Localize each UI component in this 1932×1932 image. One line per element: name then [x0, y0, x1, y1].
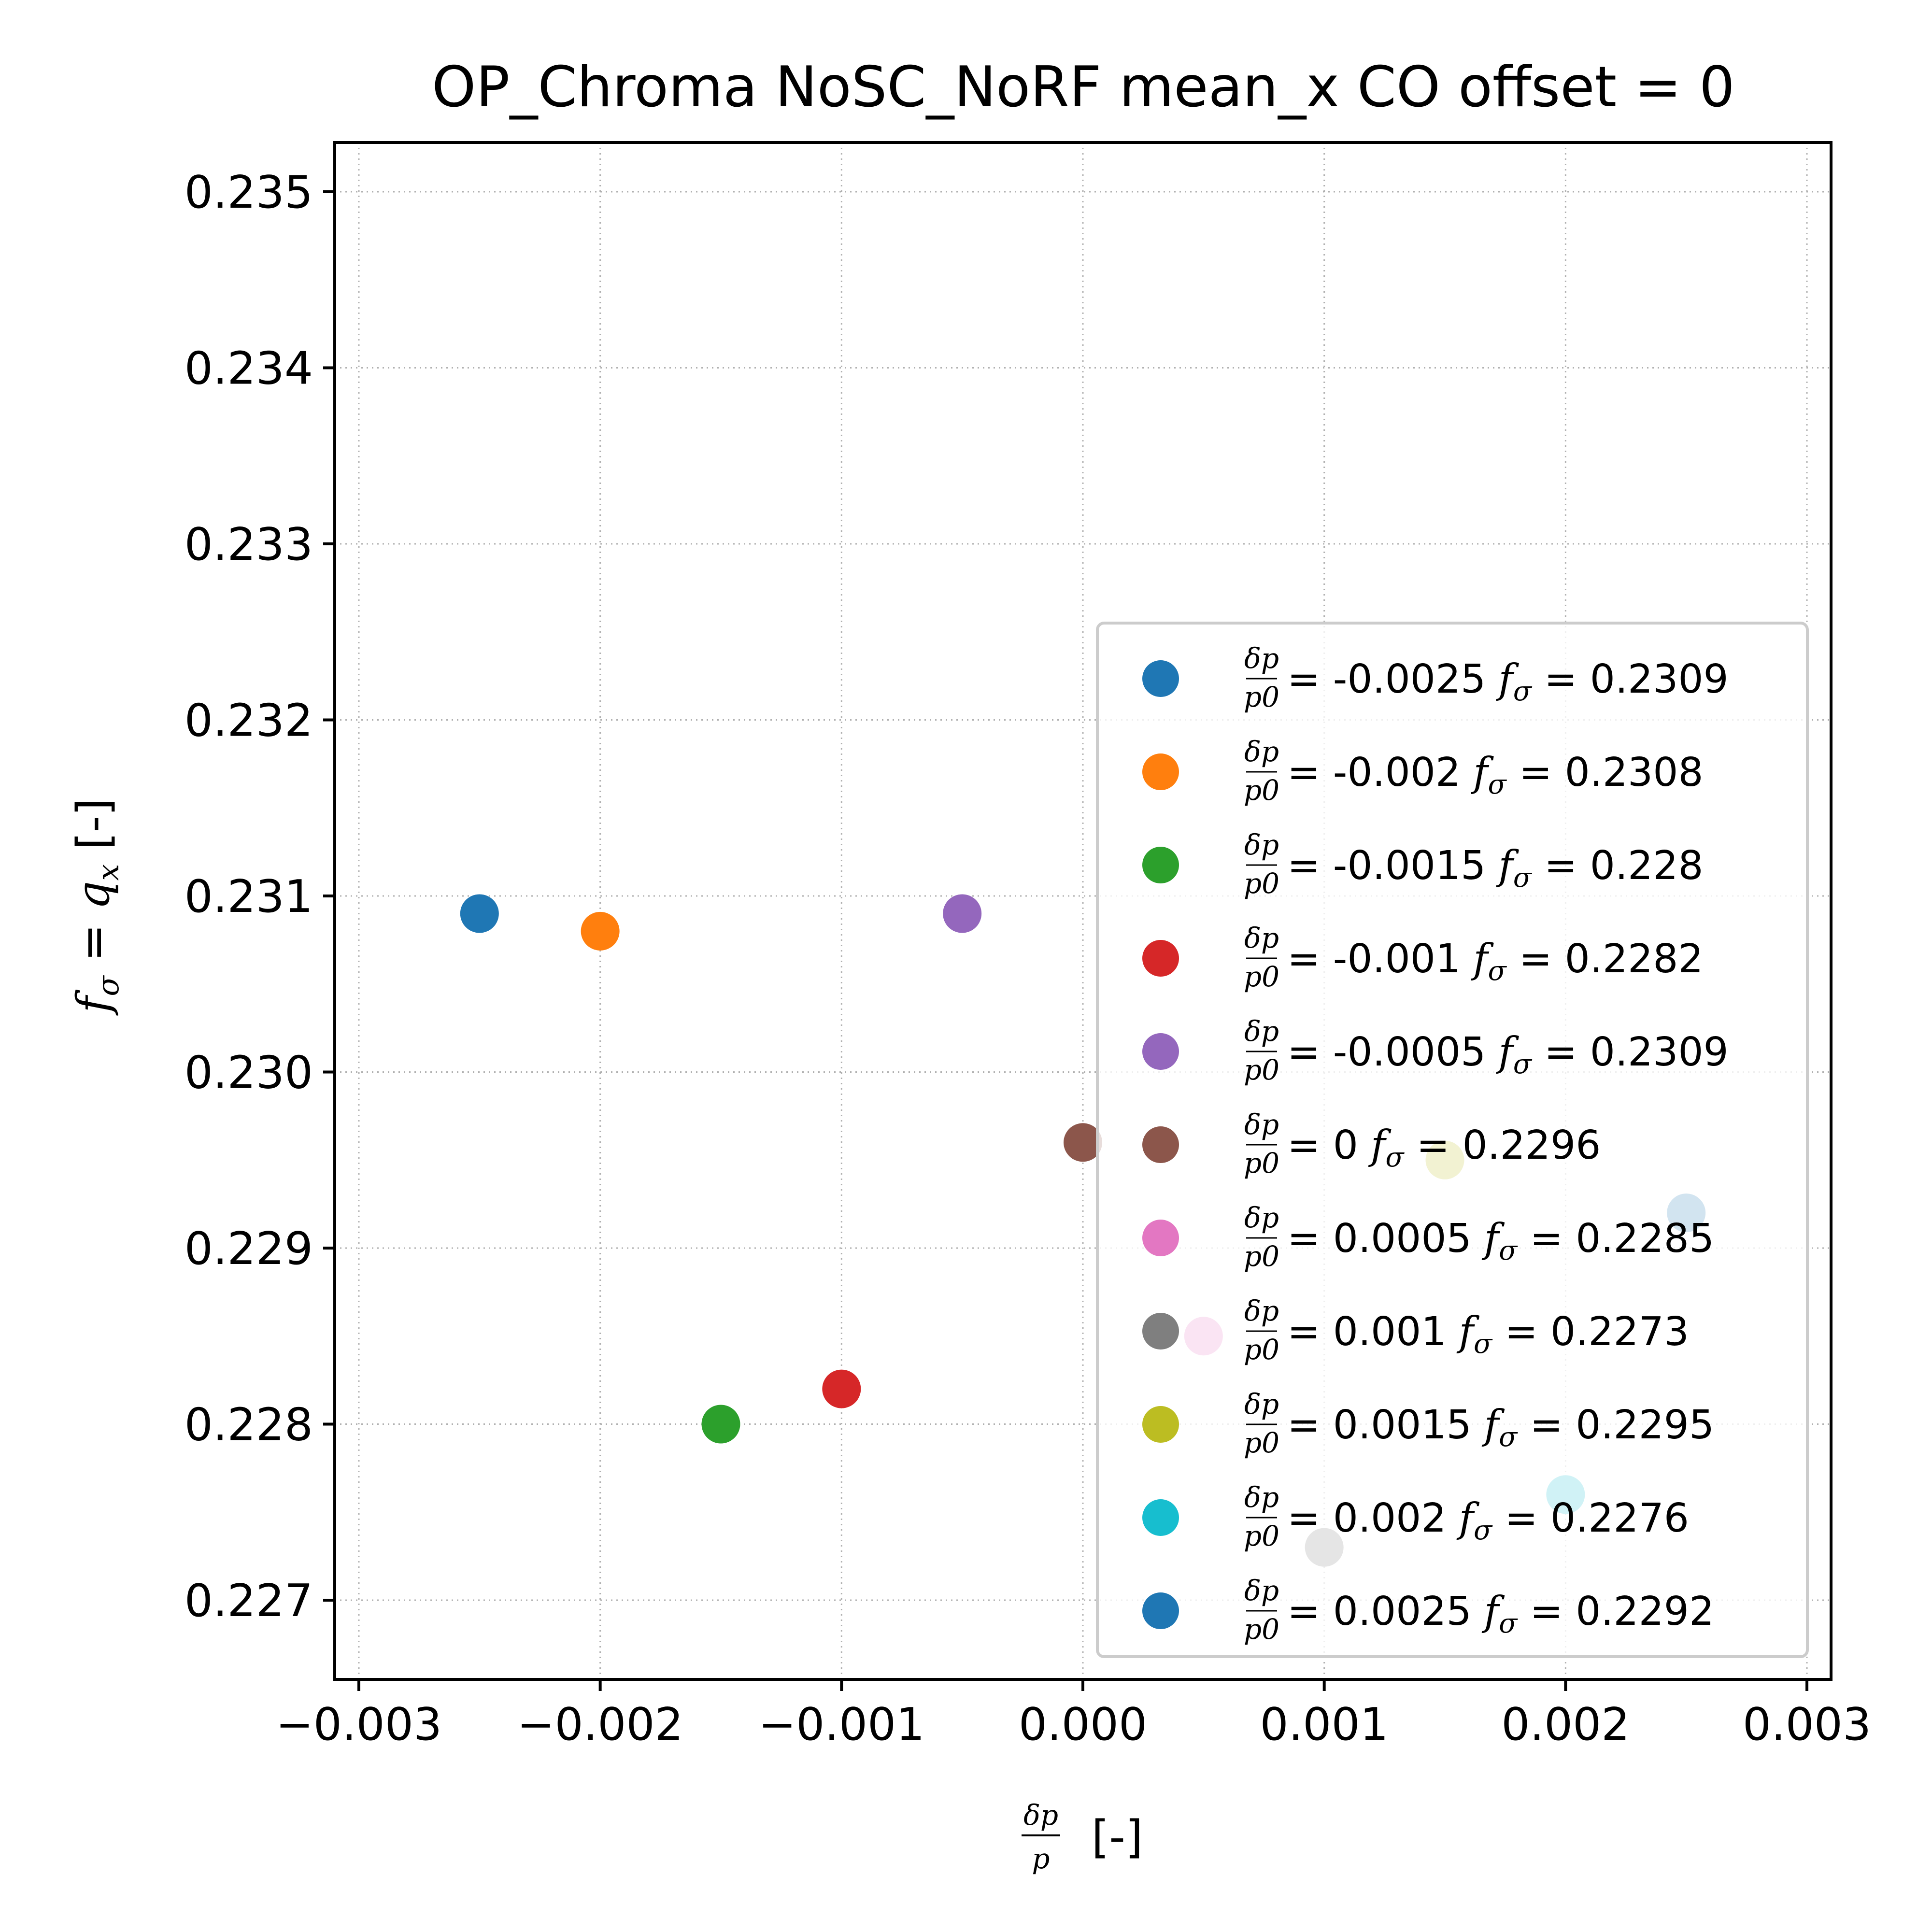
legend-frac-denominator: p0	[1244, 1240, 1279, 1273]
legend-entry: δp p0 = 0.0005 fσ = 0.2285	[1142, 1201, 1714, 1273]
x-tick-label: 0.003	[1743, 1698, 1871, 1750]
legend-entry: δp p0 = 0.0025 fσ = 0.2292	[1142, 1574, 1714, 1646]
data-point	[701, 1405, 740, 1444]
y-tick-label: 0.230	[185, 1047, 313, 1099]
legend-frac-denominator: p0	[1244, 1520, 1279, 1552]
legend-frac-numerator: δp	[1244, 1015, 1279, 1048]
y-tick-label: 0.231	[185, 870, 313, 923]
legend-marker	[1142, 1406, 1179, 1443]
legend-frac-denominator: p0	[1244, 1426, 1279, 1459]
legend-label: = 0.0025 fσ = 0.2292	[1287, 1589, 1714, 1639]
x-tick-label: 0.001	[1260, 1698, 1389, 1750]
y-tick-label: 0.234	[185, 342, 313, 395]
x-tick-label: 0.002	[1501, 1698, 1630, 1750]
legend-marker	[1142, 1313, 1179, 1350]
x-tick-label: −0.001	[758, 1698, 924, 1750]
y-tick-label: 0.233	[185, 518, 313, 570]
legend-entry: δp p0 = -0.0015 fσ = 0.228	[1142, 828, 1704, 900]
y-axis-ticks: 0.227 0.228 0.229 0.230 0.231 0.232 0.233 0.234…	[185, 166, 335, 1627]
legend-frac-numerator: δp	[1244, 1294, 1279, 1327]
y-tick-label: 0.228	[185, 1398, 313, 1450]
legend-frac-denominator: p0	[1244, 774, 1279, 807]
legend-frac-denominator: p0	[1244, 1053, 1279, 1086]
legend-frac-denominator: p0	[1244, 960, 1279, 993]
legend-label: = -0.0015 fσ = 0.228	[1287, 843, 1704, 894]
legend-marker	[1142, 1592, 1179, 1629]
legend-label: = 0.0005 fσ = 0.2285	[1287, 1216, 1714, 1266]
x-axis-ticks: −0.003 −0.002 −0.001 0.000 0.001 0.002 0.003	[276, 1679, 1871, 1750]
legend-marker	[1142, 1033, 1179, 1070]
x-axis-label: δp p [-]	[1022, 1799, 1143, 1875]
x-label-unit: [-]	[1092, 1811, 1143, 1863]
y-tick-label: 0.232	[185, 695, 313, 747]
legend-marker	[1142, 1499, 1179, 1536]
legend-frac-denominator: p0	[1244, 1147, 1279, 1179]
legend-frac-numerator: δp	[1244, 828, 1279, 861]
x-tick-label: 0.000	[1019, 1698, 1147, 1750]
legend-marker	[1142, 940, 1179, 977]
legend-entry: δp p0 = -0.001 fσ = 0.2282	[1142, 922, 1704, 993]
x-tick-label: −0.003	[276, 1698, 442, 1750]
data-point	[460, 894, 499, 933]
data-point	[1064, 1123, 1102, 1162]
y-tick-label: 0.235	[185, 166, 313, 218]
legend-label: = -0.0005 fσ = 0.2309	[1287, 1029, 1729, 1080]
legend-label: = 0.0015 fσ = 0.2295	[1287, 1402, 1714, 1453]
legend-entry: δp p0 = -0.002 fσ = 0.2308	[1142, 735, 1704, 807]
legend-frac-denominator: p0	[1244, 867, 1279, 900]
legend-marker	[1142, 847, 1179, 883]
x-label-denominator: p	[1032, 1842, 1050, 1875]
legend-frac-numerator: δp	[1244, 1201, 1279, 1234]
legend-frac-numerator: δp	[1244, 1481, 1279, 1514]
legend-frac-numerator: δp	[1244, 735, 1279, 768]
legend-frac-numerator: δp	[1244, 1574, 1279, 1607]
legend-frac-denominator: p0	[1244, 1333, 1279, 1366]
data-point	[822, 1369, 861, 1408]
chart-title: OP_Chroma NoSC_NoRF mean_x CO offset = 0	[432, 55, 1735, 120]
legend-label: = -0.001 fσ = 0.2282	[1287, 936, 1704, 987]
legend-frac-denominator: p0	[1244, 681, 1279, 713]
legend-label: = 0 fσ = 0.2296	[1287, 1122, 1601, 1173]
legend-frame	[1096, 622, 1809, 1658]
data-point	[581, 911, 620, 951]
legend-marker	[1142, 660, 1179, 697]
legend-entry: δp p0 = -0.0005 fσ = 0.2309	[1142, 1015, 1729, 1086]
legend-entry: δp p0 = -0.0025 fσ = 0.2309	[1142, 642, 1729, 713]
legend-entry: δp p0 = 0.0015 fσ = 0.2295	[1142, 1388, 1714, 1459]
legend-label: = -0.002 fσ = 0.2308	[1287, 750, 1704, 800]
legend-frac-numerator: δp	[1244, 642, 1279, 675]
legend-marker	[1142, 753, 1179, 790]
legend-entry: δp p0 = 0 fσ = 0.2296	[1142, 1108, 1601, 1179]
legend-entry: δp p0 = 0.002 fσ = 0.2276	[1142, 1481, 1689, 1552]
legend-frac-numerator: δp	[1244, 922, 1279, 954]
legend-frac-numerator: δp	[1244, 1388, 1279, 1421]
legend-frac-denominator: p0	[1244, 1613, 1279, 1646]
legend-label: = 0.002 fσ = 0.2276	[1287, 1495, 1689, 1546]
legend-marker	[1142, 1126, 1179, 1163]
legend-frac-numerator: δp	[1244, 1108, 1279, 1141]
y-tick-label: 0.227	[185, 1575, 313, 1627]
legend-marker	[1142, 1220, 1179, 1256]
x-tick-label: −0.002	[517, 1698, 683, 1750]
x-label-numerator: δp	[1023, 1799, 1058, 1832]
data-point	[943, 894, 982, 933]
legend-label: = -0.0025 fσ = 0.2309	[1287, 656, 1729, 707]
y-tick-label: 0.229	[185, 1222, 313, 1275]
